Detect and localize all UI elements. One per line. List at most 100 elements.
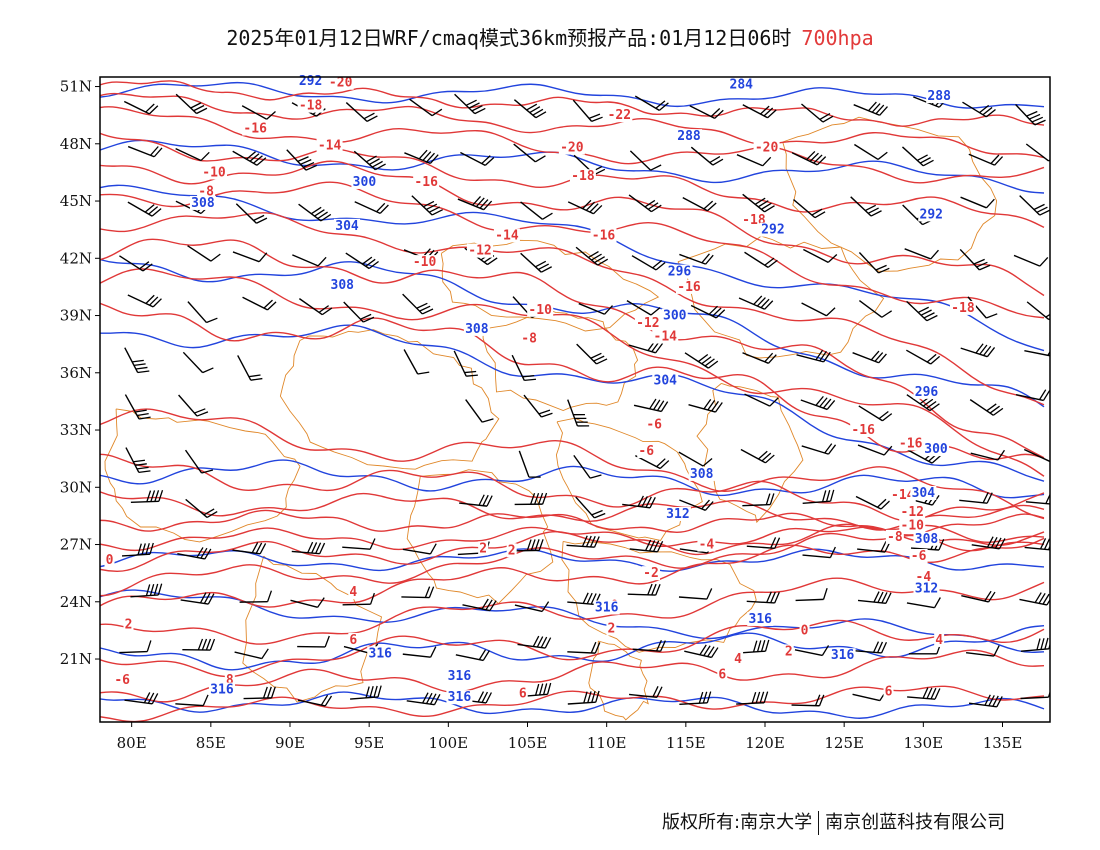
height-isoline <box>100 324 1045 482</box>
height-isoline <box>100 459 1045 499</box>
wind-barb <box>688 398 723 413</box>
wind-barb <box>297 635 330 648</box>
wind-barb <box>682 196 717 212</box>
temperature-contour-label: 2 <box>608 621 616 636</box>
longitude-axis: 80E 85E 90E 95E 100E 105E 110E 115E 120E 125E 130E… <box>117 722 1022 752</box>
wind-barb <box>403 349 430 375</box>
wind-barb <box>1024 344 1050 357</box>
wind-barb <box>298 203 332 222</box>
temperature-contour-label: 6 <box>349 633 357 648</box>
wind-barb <box>678 451 713 467</box>
wind-barb <box>243 686 276 700</box>
wind-barb <box>241 105 276 120</box>
wind-barb <box>740 448 775 464</box>
height-contour-label: 304 <box>335 219 359 234</box>
height-contour-label: 316 <box>595 601 619 616</box>
wind-barbs <box>119 93 1050 708</box>
wind-barb <box>962 101 996 118</box>
wind-barb <box>684 644 719 659</box>
wind-barb <box>746 537 781 550</box>
wind-barb <box>232 150 267 166</box>
temperature-isoline <box>100 491 1045 531</box>
height-contour-label: 316 <box>831 648 855 663</box>
height-contour-label: 308 <box>690 467 714 482</box>
wind-barb <box>514 492 548 506</box>
wind-barb <box>742 104 777 119</box>
temperature-contour-label: -10 <box>528 303 552 318</box>
wind-barb <box>690 304 726 319</box>
height-isoline <box>100 624 1045 671</box>
wind-barb <box>182 351 214 374</box>
temperature-contour-label: -12 <box>468 244 491 259</box>
wind-barb <box>342 538 376 550</box>
temperature-contour-label: -8 <box>521 331 537 346</box>
wind-barb <box>1015 389 1050 402</box>
lat-tick-label: 33N <box>60 421 92 439</box>
temperature-contour-label: -20 <box>329 76 353 91</box>
wind-barb <box>742 352 777 364</box>
height-isoline <box>100 81 1045 109</box>
height-contour-label: 300 <box>663 309 687 324</box>
wind-barb <box>567 399 590 427</box>
height-contour-label: 316 <box>448 669 472 684</box>
wind-barb <box>578 302 613 315</box>
wind-barb <box>1025 143 1050 162</box>
wind-barb <box>175 93 208 115</box>
wind-barb <box>459 494 493 507</box>
wind-barb <box>520 252 552 273</box>
wind-barb <box>742 493 775 507</box>
wind-barb <box>746 591 780 604</box>
wind-barb <box>354 201 389 215</box>
height-contour-label: 300 <box>924 442 948 457</box>
wind-barb <box>232 542 267 555</box>
lon-tick-label: 105E <box>508 734 548 752</box>
wind-barb <box>1023 448 1050 462</box>
lat-tick-label: 42N <box>60 249 92 267</box>
wind-barb <box>850 196 882 217</box>
wind-barb <box>634 95 669 111</box>
wind-barb <box>187 245 221 262</box>
temperature-isoline <box>100 577 1045 645</box>
wind-barb <box>567 592 601 606</box>
wind-barb <box>966 645 1000 657</box>
wind-barb <box>232 251 268 263</box>
height-contour-label: 284 <box>730 78 754 93</box>
wind-barb <box>345 102 378 122</box>
wind-barb <box>802 489 835 504</box>
province-boundary-line <box>782 116 998 272</box>
wind-barb <box>679 499 714 511</box>
temperature-isoline <box>100 302 1045 461</box>
copyright-footer: 版权所有:南京大学 南京创蓝科技有限公司 <box>662 808 1005 835</box>
temperature-contour-label: -14 <box>495 228 519 243</box>
wind-barb <box>801 302 836 317</box>
temperature-contour-label: 6 <box>885 684 893 699</box>
temperature-contour-label: -18 <box>742 213 766 228</box>
temperature-isoline <box>100 160 1045 297</box>
lon-tick-label: 85E <box>196 734 226 752</box>
wind-barb <box>404 149 439 165</box>
temperature-contour-label: 2 <box>479 541 487 556</box>
wind-barb <box>689 105 724 119</box>
temperature-isoline <box>100 268 1045 477</box>
lat-tick-label: 51N <box>60 78 92 96</box>
temperature-contour-label: -8 <box>198 184 214 199</box>
wind-barb <box>800 395 836 411</box>
wind-barb <box>465 399 494 423</box>
lon-tick-label: 80E <box>117 734 147 752</box>
wind-barb <box>626 300 661 316</box>
temperature-contour-label: 6 <box>718 667 726 682</box>
temperature-contour-label: -14 <box>891 488 915 503</box>
temperature-isoline <box>100 532 1045 597</box>
lat-tick-label: 48N <box>60 135 92 153</box>
temperature-contour-label: -10 <box>901 518 925 533</box>
wind-barb <box>125 447 151 474</box>
temperature-isoline <box>100 453 1045 522</box>
wind-barb <box>350 685 382 700</box>
height-isoline <box>100 184 1045 352</box>
wind-barb <box>291 541 326 555</box>
province-boundary-line <box>555 417 703 542</box>
wind-barb <box>744 393 779 407</box>
wind-barb <box>852 350 887 364</box>
temperature-isoline <box>100 80 1045 127</box>
